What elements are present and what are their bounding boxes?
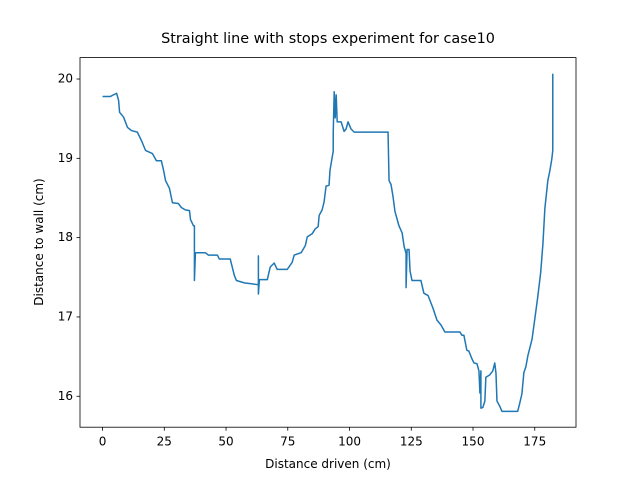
x-axis-label: Distance driven (cm) [265, 457, 391, 471]
x-tick-label: 125 [400, 435, 423, 449]
y-tick-label: 20 [58, 72, 73, 86]
y-tick-label: 18 [58, 230, 73, 244]
x-tick-label: 75 [280, 435, 295, 449]
x-tick-label: 25 [157, 435, 172, 449]
x-tick-label: 50 [218, 435, 233, 449]
x-tick-label: 0 [99, 435, 107, 449]
x-tick-label: 100 [338, 435, 361, 449]
data-line [102, 73, 554, 413]
x-tick-label: 175 [523, 435, 546, 449]
plot-frame [79, 57, 577, 428]
y-tick-label: 17 [58, 309, 73, 323]
y-axis-label: Distance to wall (cm) [32, 178, 46, 305]
y-tick-label: 19 [58, 151, 73, 165]
y-tick-label: 16 [58, 389, 73, 403]
x-tick-label: 150 [462, 435, 485, 449]
chart-title: Straight line with stops experiment for … [161, 31, 495, 47]
